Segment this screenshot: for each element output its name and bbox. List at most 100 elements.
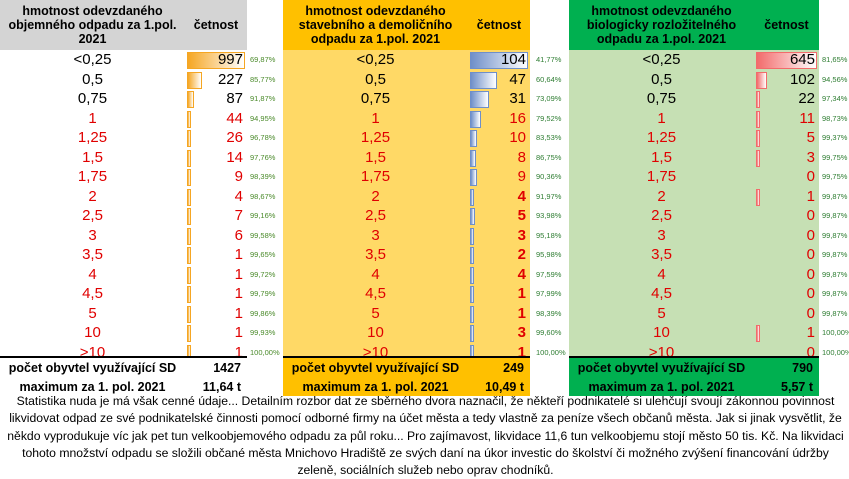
frequency-table: <0,25 104 0,5 47 0,75 31 1 16 1,25 10 1,5 8 1,75 9 2 4 2… (283, 50, 530, 362)
table-row: 4,5 1 (0, 284, 247, 304)
residents-label: počet obyvtel využívající SD (291, 360, 460, 375)
body-paragraph: Statistika nuda je má však cenné údaje..… (7, 394, 844, 478)
frequency-value: 0 (806, 207, 815, 225)
data-bar (470, 286, 474, 304)
table-row: 2,5 5 (283, 206, 530, 226)
frequency-cell: 5 (468, 207, 530, 226)
table-row: <0,25 997 (0, 50, 247, 70)
frequency-cell: 645 (754, 51, 819, 70)
count-header: četnost (764, 18, 809, 32)
frequency-value: 1 (234, 304, 243, 322)
weight-category: 1 (371, 109, 380, 127)
cumulative-percent: 99,87% (822, 191, 848, 201)
cumulative-percent: 83,53% (536, 133, 562, 143)
frequency-value: 0 (806, 168, 815, 186)
frequency-cell: 87 (185, 90, 247, 109)
frequency-cell: 3 (468, 324, 530, 343)
data-bar (187, 247, 191, 265)
cumulative-percent: 99,87% (822, 289, 848, 299)
data-bar (187, 149, 191, 167)
cumulative-percent: 60,64% (536, 74, 562, 84)
weight-category: 1,75 (77, 168, 108, 186)
cumulative-percent: 98,39% (536, 308, 562, 318)
table-row: 0,75 87 (0, 89, 247, 109)
table-row: 3,5 2 (283, 245, 530, 265)
weight-category: 1,5 (365, 148, 386, 166)
frequency-cell: 16 (468, 110, 530, 128)
data-bar (470, 52, 528, 70)
frequency-value: 7 (234, 207, 243, 225)
data-bar (470, 227, 474, 245)
frequency-cell: 0 (754, 227, 819, 244)
frequency-cell: 0 (754, 285, 819, 302)
data-bar (756, 71, 768, 89)
frequency-value: 0 (806, 304, 815, 322)
frequency-value: 22 (798, 90, 815, 108)
maximum-value: 11,64 t (202, 379, 241, 394)
cumulative-percent: 94,56% (822, 74, 848, 84)
cumulative-percent: 81,65% (822, 55, 848, 65)
frequency-value: 3 (517, 324, 526, 342)
frequency-value: 3 (806, 148, 815, 166)
frequency-value: 102 (789, 70, 815, 88)
data-bar (187, 208, 191, 226)
weight-category: 3,5 (651, 246, 672, 264)
weight-category: 0,75 (77, 90, 108, 108)
frequency-cell: 4 (468, 188, 530, 206)
frequency-value: 11 (799, 109, 815, 127)
weight-category: 1,25 (360, 129, 391, 147)
frequency-cell: 8 (468, 149, 530, 167)
cumulative-percent: 85,77% (250, 74, 276, 84)
panel-header: hmotnost odevzdaného objemného odpadu za… (0, 0, 247, 50)
weight-category: 5 (88, 304, 97, 322)
cumulative-percent: 93,98% (536, 211, 562, 221)
frequency-cell: 9 (185, 168, 247, 187)
frequency-value: 31 (509, 90, 526, 108)
frequency-value: 5 (517, 207, 526, 225)
panel-title: hmotnost odevzdaného stavebního a demoli… (298, 4, 453, 46)
frequency-cell: 1 (185, 304, 247, 323)
cumulative-percent: 97,76% (250, 152, 276, 162)
weight-category: <0,25 (356, 51, 395, 69)
table-row: 0,5 47 (283, 70, 530, 90)
data-bar (187, 286, 191, 304)
maximum-label: maximum za 1. pol. 2021 (588, 379, 735, 394)
cumulative-percent: 97,99% (536, 289, 562, 299)
frequency-cell: 4 (185, 188, 247, 206)
table-row: 1,75 0 (569, 167, 819, 187)
table-row: 4,5 1 (283, 284, 530, 304)
panel-header: hmotnost odevzdaného biologicky rozložit… (569, 0, 819, 50)
weight-category: 0,75 (360, 90, 391, 108)
panel-footer: počet obyvtel využívající SD 1427 maximum … (0, 356, 247, 396)
frequency-value: 10 (509, 129, 526, 147)
weight-category: 0,75 (646, 90, 677, 108)
frequency-value: 6 (234, 226, 243, 244)
cumulative-percent: 94,95% (250, 113, 276, 123)
frequency-cell: 227 (185, 71, 247, 89)
frequency-value: 0 (806, 343, 815, 361)
table-row: 10 1 (0, 323, 247, 343)
weight-category: 5 (371, 304, 380, 322)
weight-category: 1,75 (360, 168, 391, 186)
table-row: 1,25 26 (0, 128, 247, 148)
weight-category: 4,5 (365, 285, 386, 303)
frequency-value: 0 (806, 226, 815, 244)
table-row: 1,25 10 (283, 128, 530, 148)
cumulative-percent: 99,60% (536, 328, 562, 338)
frequency-cell: 1 (468, 285, 530, 304)
data-bar (187, 130, 191, 148)
table-row: 3,5 1 (0, 245, 247, 265)
weight-category: 2,5 (365, 207, 386, 225)
table-row: 1 16 (283, 109, 530, 129)
cumulative-percent: 73,09% (536, 94, 562, 104)
residents-value: 1427 (213, 360, 241, 375)
table-row: 0,5 227 (0, 70, 247, 90)
maximum-value: 5,57 t (781, 379, 813, 394)
weight-category: 3,5 (82, 246, 103, 264)
